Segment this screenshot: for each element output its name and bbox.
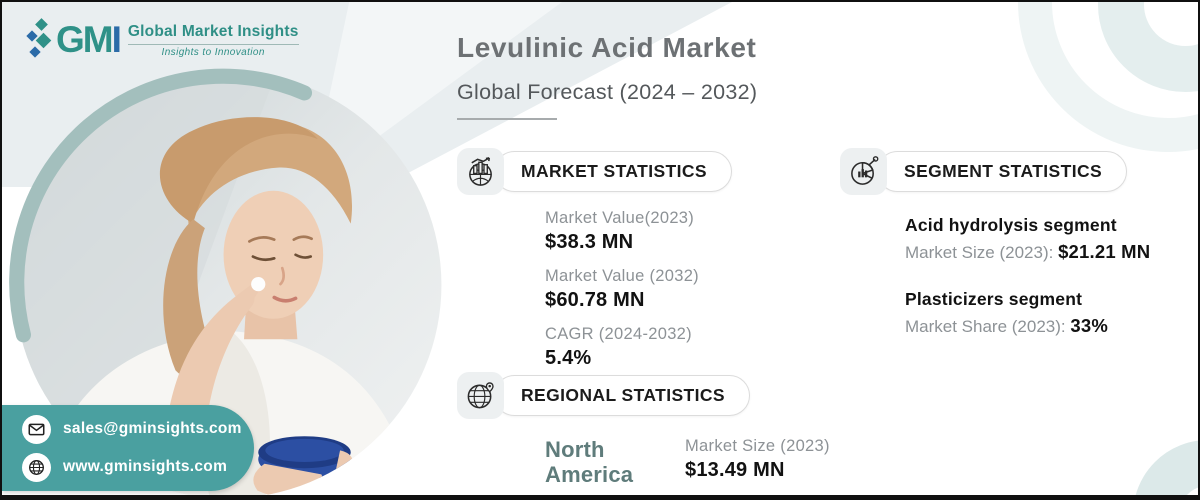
region-name: North America (545, 437, 634, 488)
segment-statistics-icon (840, 148, 887, 195)
region-stat-label: Market Size (2023) (685, 437, 830, 455)
segment-name: Acid hydrolysis segment (905, 215, 1117, 235)
segment-stat-label: Market Share (2023): (905, 317, 1071, 336)
page-subtitle: Global Forecast (2024 – 2032) (457, 80, 758, 104)
page-title: Levulinic Acid Market (457, 32, 757, 63)
email-icon (22, 414, 51, 444)
contact-email-text: sales@gminsights.com (63, 420, 242, 437)
segment-stat-line: Market Share (2023): 33% (905, 315, 1150, 337)
segment-statistics-heading: SEGMENT STATISTICS (877, 151, 1128, 192)
contact-email-link[interactable]: sales@gminsights.com (22, 414, 254, 444)
market-statistics-heading: MARKET STATISTICS (494, 151, 733, 192)
stat-label: Market Value(2023) (545, 209, 695, 227)
stat-item: CAGR (2024-2032) 5.4% (545, 325, 732, 370)
segment-stat-line: Market Size (2023): $21.21 MN (905, 241, 1150, 263)
regional-statistics-heading: REGIONAL STATISTICS (494, 375, 750, 416)
segment-stat-value: 33% (1070, 315, 1108, 336)
website-globe-icon (22, 452, 51, 482)
logo-tagline: Insights to Innovation (127, 44, 299, 58)
segment-stat-value: $21.21 MN (1058, 241, 1151, 262)
decorative-ring-bottom-right (1133, 440, 1198, 495)
stat-value: 5.4% (545, 347, 592, 369)
logo-company-name: Global Market Insights (127, 23, 299, 40)
gmi-letter-i: I (111, 19, 122, 60)
region-stat-value: $13.49 MN (685, 459, 785, 481)
segment-stat-label: Market Size (2023): (905, 243, 1059, 262)
stat-value: $38.3 MN (545, 231, 634, 253)
stat-value: $60.78 MN (545, 289, 645, 311)
stat-item: Market Value(2023) $38.3 MN (545, 209, 732, 254)
segment-item: Plasticizers segment Market Share (2023)… (905, 289, 1150, 337)
model-photo (2, 68, 472, 495)
subtitle-underline (457, 118, 557, 120)
regional-statistics-icon (457, 372, 504, 419)
stat-label: CAGR (2024-2032) (545, 325, 692, 343)
market-statistics-icon (457, 148, 504, 195)
model-photo-illustration (9, 68, 442, 495)
gmi-logo: GMI Global Market Insights Insights to I… (26, 18, 299, 62)
contact-bar: sales@gminsights.com www.gminsights.com (2, 405, 254, 491)
gmi-logo-diamonds-icon (26, 18, 54, 62)
gmi-letters-gm: GM (56, 19, 114, 60)
segment-name: Plasticizers segment (905, 289, 1083, 309)
contact-website-link[interactable]: www.gminsights.com (22, 452, 254, 482)
stat-item: Market Value (2032) $60.78 MN (545, 267, 732, 312)
stat-label: Market Value (2032) (545, 267, 699, 285)
gmi-logo-letters: GMI (56, 18, 122, 62)
contact-website-text: www.gminsights.com (63, 458, 228, 475)
segment-item: Acid hydrolysis segment Market Size (202… (905, 215, 1150, 263)
